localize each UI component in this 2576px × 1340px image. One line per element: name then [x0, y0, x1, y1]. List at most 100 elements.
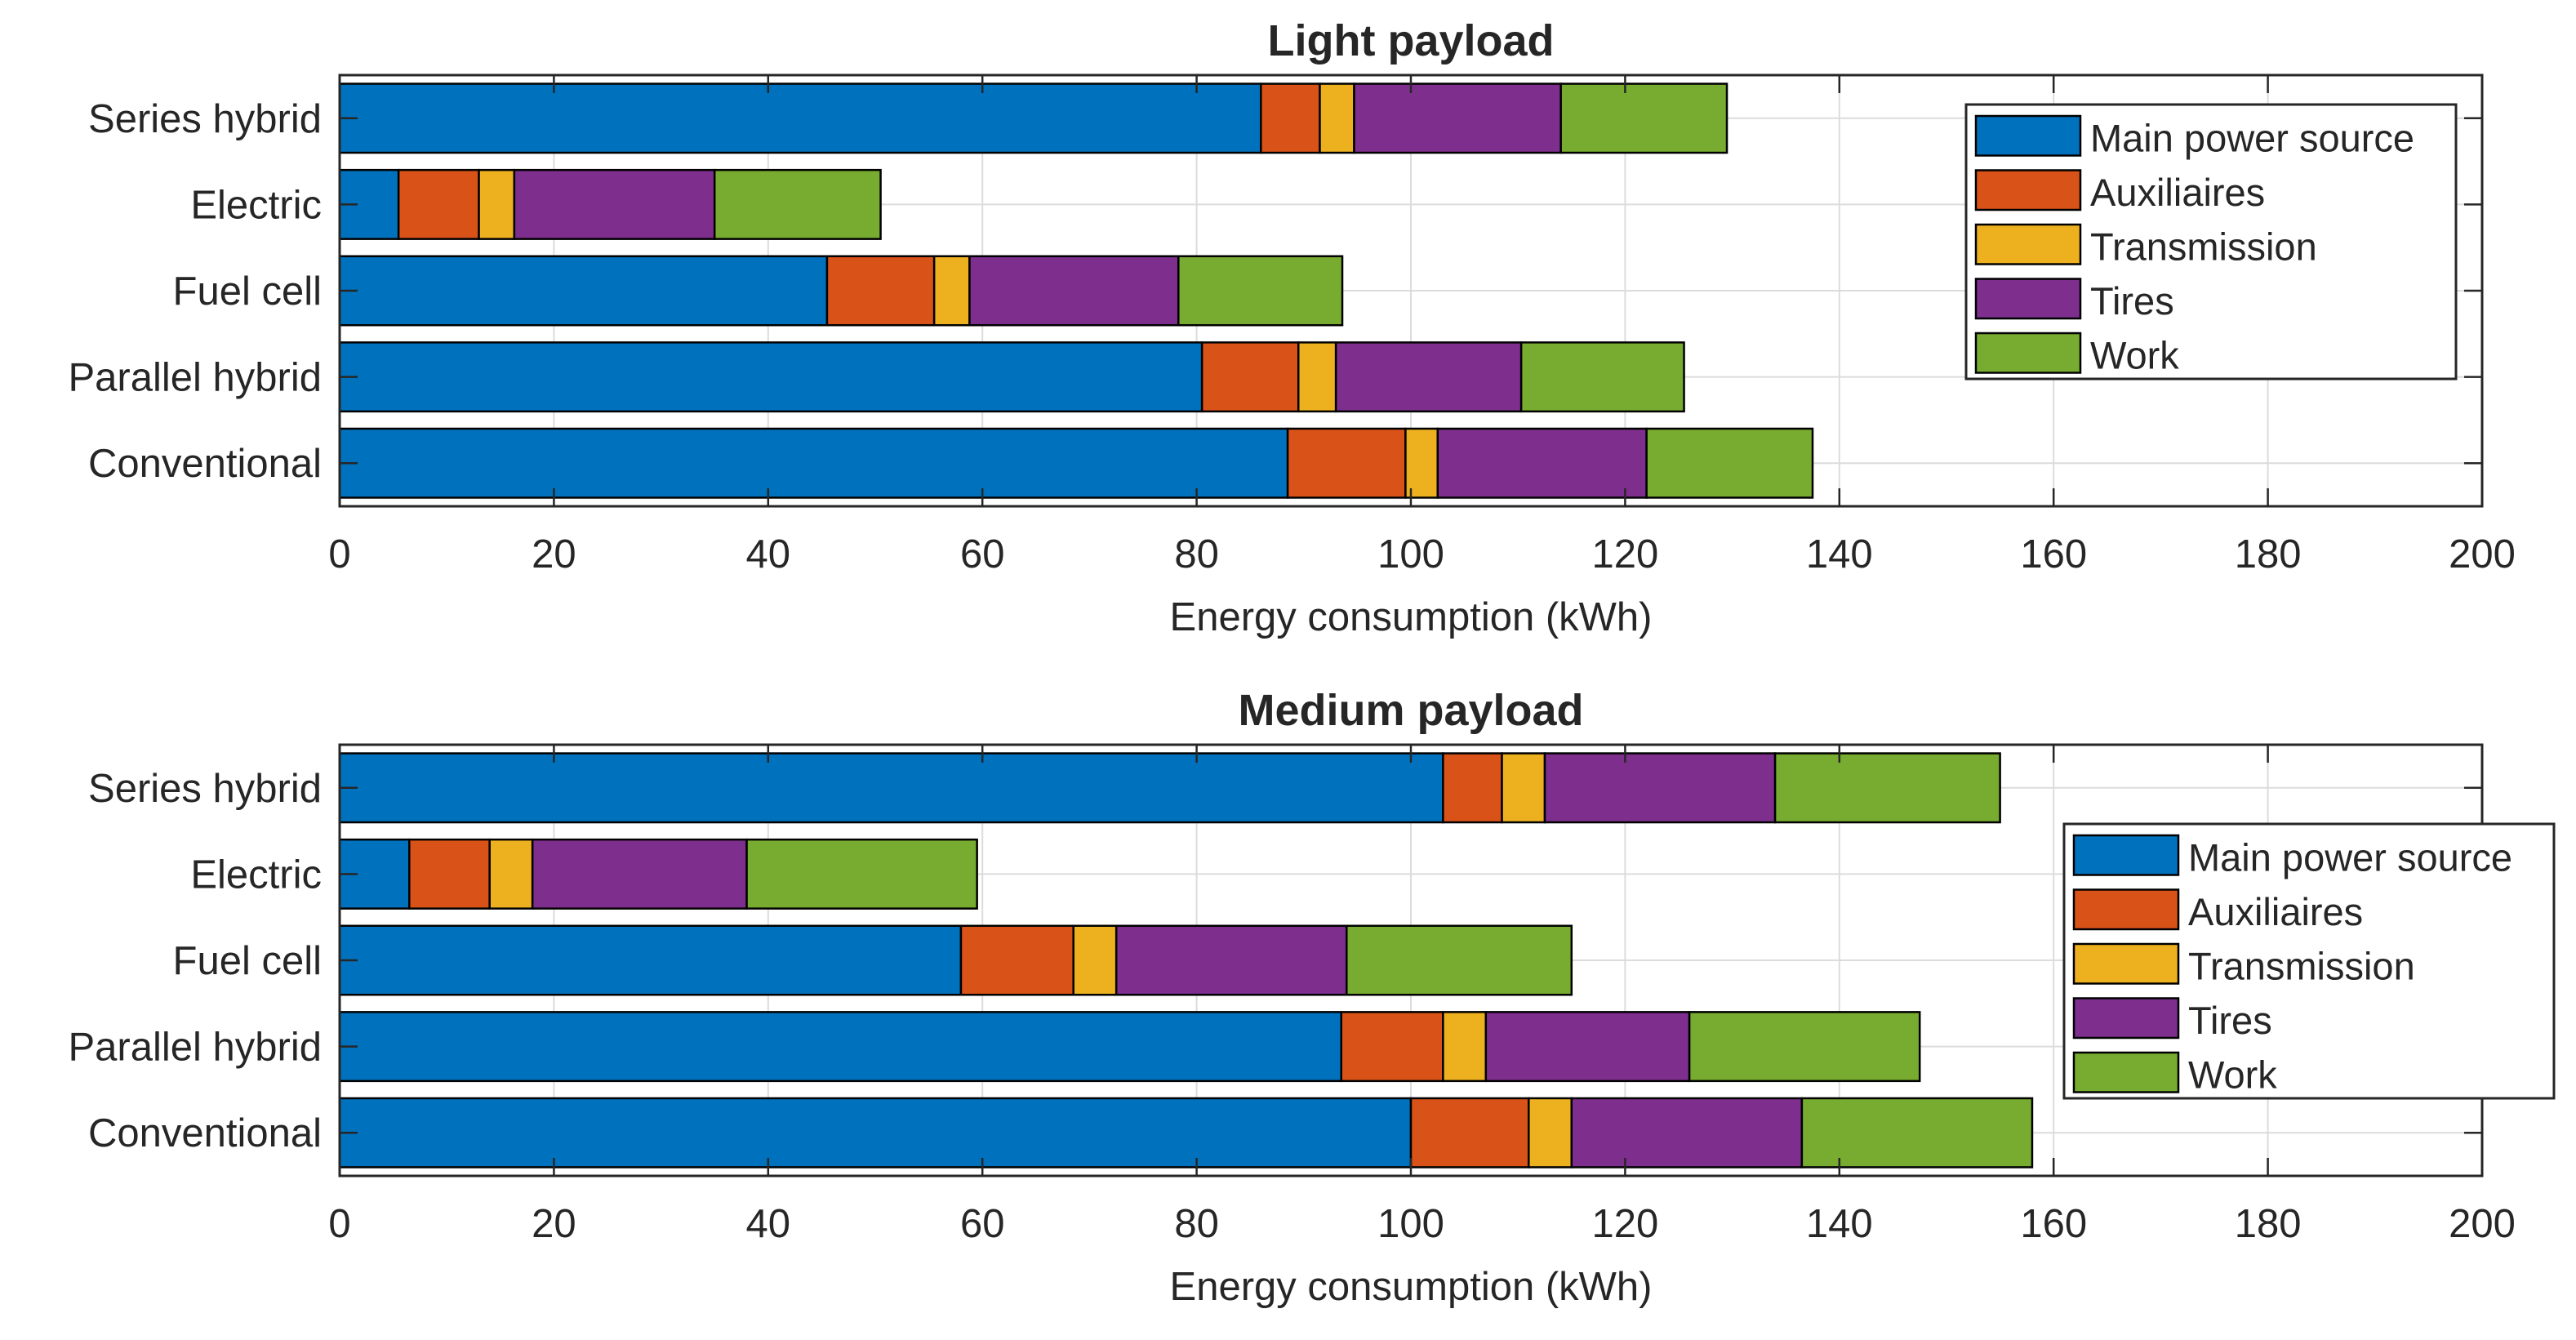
bar-work-electric	[745, 838, 978, 910]
x-tick-label: 100	[1377, 532, 1444, 577]
x-tick-label: 40	[746, 532, 791, 577]
chart-title: Light payload	[1268, 16, 1555, 65]
x-tick-label: 20	[532, 1202, 576, 1246]
bar-tires-fuel-cell	[968, 255, 1180, 327]
legend-swatch	[2072, 888, 2180, 931]
legend-label: Transmission	[2090, 225, 2317, 268]
x-tick-label: 20	[532, 532, 576, 577]
bar-main-power-source-fuel-cell	[338, 255, 829, 327]
bar-work-conventional	[1800, 1097, 2034, 1169]
bar-auxiliaires-electric	[408, 838, 491, 910]
bar-work-parallel-hybrid	[1688, 1011, 1921, 1083]
bar-main-power-source-series-hybrid	[338, 82, 1262, 154]
bar-tires-conventional	[1570, 1097, 1804, 1169]
category-label: Conventional	[88, 1111, 322, 1155]
bar-work-conventional	[1645, 427, 1814, 499]
legend-swatch	[2072, 942, 2180, 985]
bar-transmission-parallel-hybrid	[1442, 1011, 1488, 1083]
chart-title: Medium payload	[1238, 686, 1583, 735]
category-label: Electric	[190, 853, 322, 897]
bar-auxiliaires-fuel-cell	[959, 924, 1074, 996]
x-tick-label: 200	[2449, 1202, 2516, 1246]
bar-work-electric	[713, 168, 882, 240]
legend-label: Work	[2090, 333, 2179, 376]
bar-main-power-source-conventional	[338, 427, 1289, 499]
bar-work-fuel-cell	[1177, 255, 1344, 327]
legend-swatch	[1974, 278, 2082, 320]
bar-auxiliaires-parallel-hybrid	[1340, 1011, 1444, 1083]
bar-work-series-hybrid	[1773, 752, 2001, 824]
legend: Main power source Auxiliaires Transmission…	[2062, 822, 2556, 1100]
legend-swatch	[2072, 1051, 2180, 1093]
x-tick-label: 120	[1592, 532, 1659, 577]
x-tick-label: 160	[2020, 532, 2087, 577]
category-label: Fuel cell	[173, 269, 322, 314]
bar-work-fuel-cell	[1346, 924, 1573, 996]
bar-main-power-source-parallel-hybrid	[338, 341, 1203, 413]
category-label: Series hybrid	[88, 767, 322, 811]
legend-label: Auxiliaires	[2090, 171, 2265, 214]
x-tick-label: 140	[1806, 532, 1873, 577]
legend-swatch	[2072, 834, 2180, 876]
x-axis-label: Energy consumption (kWh)	[1170, 1265, 1653, 1309]
category-label: Conventional	[88, 442, 322, 486]
bar-transmission-electric	[478, 168, 516, 240]
x-tick-label: 0	[328, 532, 350, 577]
x-tick-label: 160	[2020, 1202, 2087, 1246]
bar-tires-fuel-cell	[1114, 924, 1348, 996]
x-tick-label: 80	[1174, 532, 1219, 577]
x-tick-label: 80	[1174, 1202, 1219, 1246]
legend-label: Work	[2188, 1053, 2277, 1096]
bar-tires-parallel-hybrid	[1334, 341, 1523, 413]
x-tick-label: 40	[746, 1202, 791, 1246]
x-tick-label: 180	[2235, 1202, 2302, 1246]
bar-main-power-source-fuel-cell	[338, 924, 963, 996]
x-tick-label: 120	[1592, 1202, 1659, 1246]
category-label: Electric	[190, 183, 322, 227]
bar-auxiliaires-series-hybrid	[1442, 752, 1503, 824]
bar-auxiliaires-conventional	[1286, 427, 1407, 499]
bar-auxiliaires-fuel-cell	[825, 255, 936, 327]
category-label: Parallel hybrid	[69, 356, 323, 400]
bar-transmission-fuel-cell	[932, 255, 971, 327]
bar-auxiliaires-series-hybrid	[1260, 82, 1321, 154]
x-tick-label: 180	[2235, 532, 2302, 577]
bar-transmission-series-hybrid	[1319, 82, 1355, 154]
legend-swatch	[1974, 114, 2082, 157]
x-tick-label: 140	[1806, 1202, 1873, 1246]
legend-label: Main power source	[2188, 835, 2512, 879]
legend: Main power source Auxiliaires Transmission…	[1964, 103, 2458, 381]
bar-main-power-source-parallel-hybrid	[338, 1011, 1342, 1083]
legend-label: Tires	[2188, 999, 2272, 1042]
x-tick-label: 200	[2449, 532, 2516, 577]
bar-tires-series-hybrid	[1353, 82, 1562, 154]
legend-label: Auxiliaires	[2188, 890, 2363, 933]
legend-swatch	[1974, 223, 2082, 265]
x-tick-label: 60	[960, 1202, 1005, 1246]
bar-tires-conventional	[1436, 427, 1648, 499]
chart-panel-1: 0 20 40 60 80 100 120 140 160 180 200 Series hybrid…	[69, 686, 2516, 1309]
category-label: Fuel cell	[173, 939, 322, 983]
legend-swatch	[2072, 997, 2180, 1040]
bar-work-parallel-hybrid	[1519, 341, 1685, 413]
legend-label: Tires	[2090, 279, 2174, 323]
x-tick-label: 100	[1377, 1202, 1444, 1246]
legend-label: Transmission	[2188, 944, 2415, 987]
bar-transmission-conventional	[1528, 1097, 1573, 1169]
bar-transmission-fuel-cell	[1072, 924, 1118, 996]
bar-tires-electric	[513, 168, 716, 240]
bar-main-power-source-conventional	[338, 1097, 1413, 1169]
bar-transmission-electric	[488, 838, 534, 910]
category-label: Parallel hybrid	[69, 1026, 323, 1070]
legend-swatch	[1974, 332, 2082, 374]
legend-swatch	[1974, 169, 2082, 211]
bar-auxiliaires-electric	[397, 168, 480, 240]
x-tick-label: 60	[960, 532, 1005, 577]
bar-tires-series-hybrid	[1543, 752, 1777, 824]
legend-label: Main power source	[2090, 116, 2414, 159]
bar-transmission-series-hybrid	[1501, 752, 1546, 824]
x-axis-label: Energy consumption (kWh)	[1170, 595, 1653, 639]
bar-transmission-parallel-hybrid	[1297, 341, 1337, 413]
bar-tires-electric	[531, 838, 748, 910]
